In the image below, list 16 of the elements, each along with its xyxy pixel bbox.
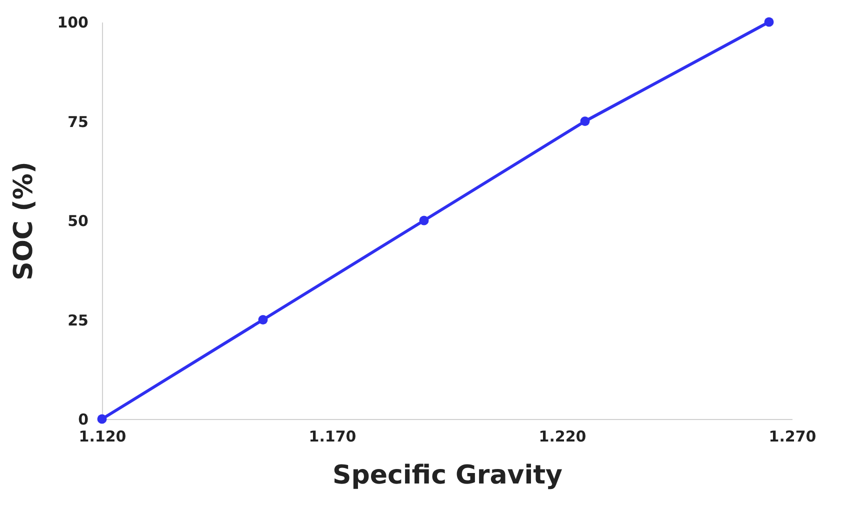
point — [764, 17, 774, 27]
x-axis-title: Specific Gravity — [332, 460, 563, 490]
point — [580, 116, 590, 126]
x-tick-label: 1.220 — [538, 428, 586, 446]
point — [258, 315, 268, 324]
point — [419, 216, 429, 226]
x-tick-label: 1.270 — [768, 428, 816, 446]
x-tick-label: 1.120 — [78, 428, 126, 446]
x-tick-label: 1.170 — [308, 428, 356, 446]
y-axis-title: SOC (%) — [9, 162, 40, 280]
point — [97, 414, 107, 424]
y-tick-label: 75 — [68, 112, 88, 131]
y-tick-label: 25 — [68, 311, 88, 330]
y-tick-label: 0 — [78, 410, 88, 428]
y-tick-label: 50 — [68, 212, 88, 230]
y-tick-label: 100 — [57, 14, 88, 32]
